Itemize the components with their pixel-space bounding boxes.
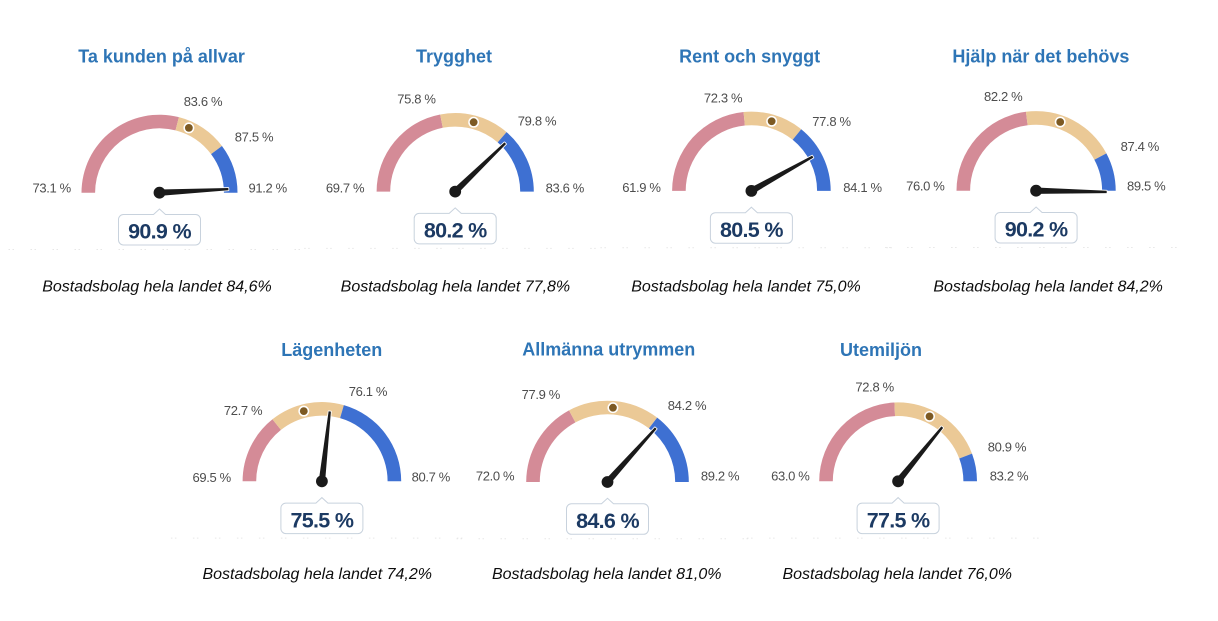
svg-text:Bostadsbolag hela landet 76,0%: Bostadsbolag hela landet 76,0% bbox=[782, 566, 1012, 583]
svg-text:87.5 %: 87.5 % bbox=[235, 129, 274, 144]
svg-text:82.2 %: 82.2 % bbox=[984, 89, 1023, 104]
svg-text:Bostadsbolag hela landet 81,0%: Bostadsbolag hela landet 81,0% bbox=[492, 566, 722, 583]
svg-text:Bostadsbolag hela landet 77,8%: Bostadsbolag hela landet 77,8% bbox=[341, 278, 571, 295]
svg-text:84.6 %: 84.6 % bbox=[576, 509, 639, 533]
svg-text:Allmänna utrymmen: Allmänna utrymmen bbox=[522, 340, 695, 360]
svg-text:89.2 %: 89.2 % bbox=[701, 469, 740, 484]
svg-text:72.8 %: 72.8 % bbox=[855, 380, 894, 395]
svg-text:72.7 %: 72.7 % bbox=[224, 403, 263, 418]
svg-text:77.9 %: 77.9 % bbox=[522, 387, 561, 402]
svg-text:63.0 %: 63.0 % bbox=[771, 468, 810, 483]
svg-text:83.6 %: 83.6 % bbox=[184, 94, 223, 109]
svg-text:Bostadsbolag hela landet 84,2%: Bostadsbolag hela landet 84,2% bbox=[933, 278, 1163, 295]
svg-text:84.2 %: 84.2 % bbox=[668, 398, 707, 413]
svg-text:89.5 %: 89.5 % bbox=[1127, 179, 1166, 194]
svg-text:73.1 %: 73.1 % bbox=[33, 181, 72, 196]
svg-text:77.5 %: 77.5 % bbox=[867, 508, 930, 532]
svg-text:91.2 %: 91.2 % bbox=[249, 181, 288, 196]
svg-text:Rent och snyggt: Rent och snyggt bbox=[679, 47, 820, 67]
svg-text:84.1 %: 84.1 % bbox=[843, 180, 882, 195]
svg-text:Trygghet: Trygghet bbox=[416, 47, 492, 67]
svg-text:72.3 %: 72.3 % bbox=[704, 90, 743, 105]
svg-text:Hjälp när det behövs: Hjälp när det behövs bbox=[952, 47, 1129, 67]
svg-text:Bostadsbolag hela landet 75,0%: Bostadsbolag hela landet 75,0% bbox=[631, 278, 861, 295]
svg-text:76.0 %: 76.0 % bbox=[906, 179, 945, 194]
svg-text:Bostadsbolag hela landet 74,2%: Bostadsbolag hela landet 74,2% bbox=[202, 566, 432, 583]
svg-text:90.2 %: 90.2 % bbox=[1005, 218, 1068, 242]
svg-text:69.7 %: 69.7 % bbox=[326, 180, 365, 195]
svg-text:83.6 %: 83.6 % bbox=[546, 180, 585, 195]
svg-text:80.5 %: 80.5 % bbox=[720, 218, 783, 242]
svg-text:87.4 %: 87.4 % bbox=[1121, 139, 1160, 154]
svg-text:Bostadsbolag hela landet 84,6%: Bostadsbolag hela landet 84,6% bbox=[42, 278, 272, 295]
svg-text:90.9 %: 90.9 % bbox=[128, 220, 191, 244]
svg-text:75.5 %: 75.5 % bbox=[291, 508, 354, 532]
svg-text:Lägenheten: Lägenheten bbox=[281, 340, 382, 360]
svg-text:Utemiljön: Utemiljön bbox=[840, 340, 922, 360]
svg-text:79.8 %: 79.8 % bbox=[518, 114, 557, 129]
svg-text:Ta kunden på allvar: Ta kunden på allvar bbox=[78, 47, 245, 67]
svg-text:83.2 %: 83.2 % bbox=[990, 468, 1029, 483]
svg-text:80.7 %: 80.7 % bbox=[412, 470, 451, 485]
svg-text:69.5 %: 69.5 % bbox=[193, 470, 232, 485]
svg-text:77.8 %: 77.8 % bbox=[812, 114, 851, 129]
svg-text:75.8 %: 75.8 % bbox=[397, 92, 436, 107]
svg-text:80.9 %: 80.9 % bbox=[988, 440, 1027, 455]
svg-text:61.9 %: 61.9 % bbox=[622, 180, 661, 195]
svg-text:72.0 %: 72.0 % bbox=[476, 469, 515, 484]
svg-text:80.2 %: 80.2 % bbox=[424, 219, 487, 243]
svg-text:76.1 %: 76.1 % bbox=[349, 384, 388, 399]
